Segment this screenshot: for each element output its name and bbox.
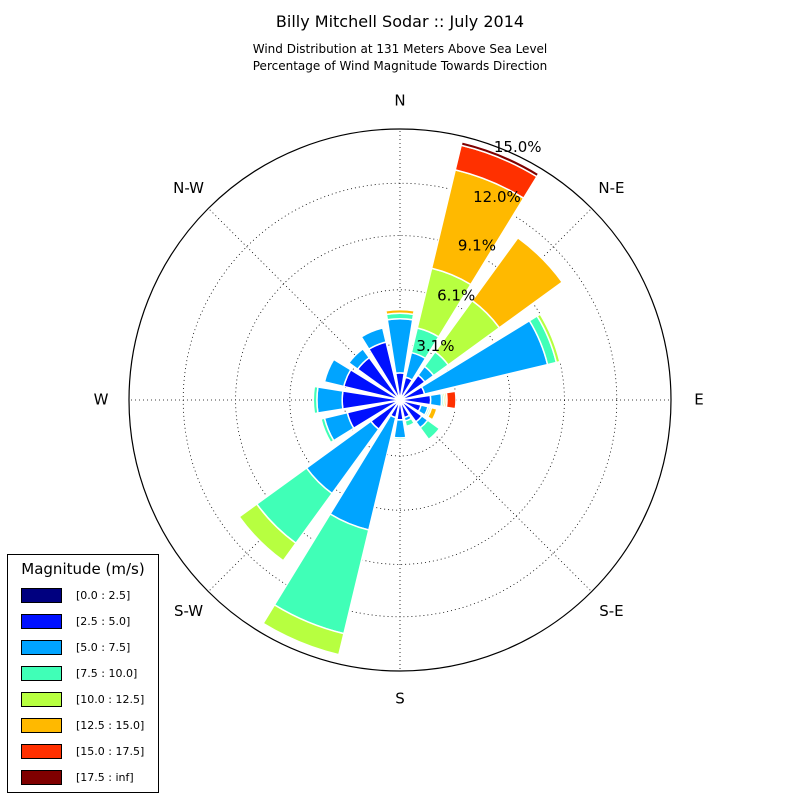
radial-tick-label: 12.0% (473, 188, 521, 206)
wind-bar-segment (445, 390, 457, 410)
legend-label: [17.5 : inf] (76, 771, 134, 784)
direction-label: S-W (174, 602, 203, 620)
legend-label: [12.5 : 15.0] (76, 719, 145, 732)
direction-label: N-E (598, 179, 624, 197)
wind-bar-segment (320, 417, 335, 444)
chart-subtitle-line-2: Percentage of Wind Magnitude Towards Dir… (252, 59, 548, 73)
legend-label: [10.0 : 12.5] (76, 693, 145, 706)
direction-label: S (395, 690, 405, 708)
wind-bar-segment (238, 503, 297, 562)
direction-label: N (394, 92, 405, 110)
legend-swatch (21, 770, 62, 785)
wind-bar-segment (360, 327, 387, 351)
direction-label: N-W (173, 179, 204, 197)
outer-circle (128, 128, 672, 672)
chart-subtitle-line-1: Wind Distribution at 131 Meters Above Se… (252, 42, 548, 56)
legend-swatch (21, 744, 62, 759)
wind-bar-segment (471, 236, 564, 329)
legend-swatch (21, 640, 62, 655)
legend-label: [7.5 : 10.0] (76, 667, 138, 680)
wind-bar-segment (404, 417, 416, 428)
legend-swatch (21, 718, 62, 733)
radial-tick-label: 3.1% (416, 337, 454, 355)
circular-gridline (235, 235, 565, 565)
direction-label: E (694, 391, 703, 409)
wind-bar-segment (316, 386, 344, 414)
wind-bar-segment (419, 419, 441, 441)
wind-bar-segment (323, 358, 352, 388)
legend-label: [2.5 : 5.0] (76, 615, 131, 628)
legend-swatch (21, 588, 62, 603)
wind-bar-segment (460, 140, 540, 178)
legend-label: [5.0 : 7.5] (76, 641, 131, 654)
legend-swatch (21, 666, 62, 681)
circular-gridline (289, 289, 511, 511)
radial-tick-label: 9.1% (458, 237, 496, 255)
wind-bar-segment (393, 418, 407, 439)
wind-bar-segment (536, 313, 561, 364)
direction-label: W (94, 391, 109, 409)
circular-gridline (182, 182, 618, 618)
wind-bar-segment (385, 308, 415, 316)
wind-bar-segment (426, 406, 438, 421)
wind-bar-segment (347, 347, 371, 371)
legend: Magnitude (m/s) [0.0 : 2.5] [2.5 : 5.0] … (7, 554, 159, 793)
legend-title: Magnitude (m/s) (21, 560, 145, 578)
radial-tick-label: 6.1% (437, 287, 475, 305)
radial-tick-label: 15.0% (494, 138, 542, 156)
chart-title: Billy Mitchell Sodar :: July 2014 (275, 12, 525, 31)
wind-bar-segment (429, 392, 443, 408)
legend-label: [15.0 : 17.5] (76, 745, 145, 758)
wind-bar-segment (262, 603, 345, 656)
legend-swatch (21, 692, 62, 707)
legend-label: [0.0 : 2.5] (76, 589, 131, 602)
wind-bar-segment (312, 385, 319, 415)
legend-swatch (21, 614, 62, 629)
direction-label: S-E (599, 602, 623, 620)
wind-bar-segment (392, 436, 408, 441)
